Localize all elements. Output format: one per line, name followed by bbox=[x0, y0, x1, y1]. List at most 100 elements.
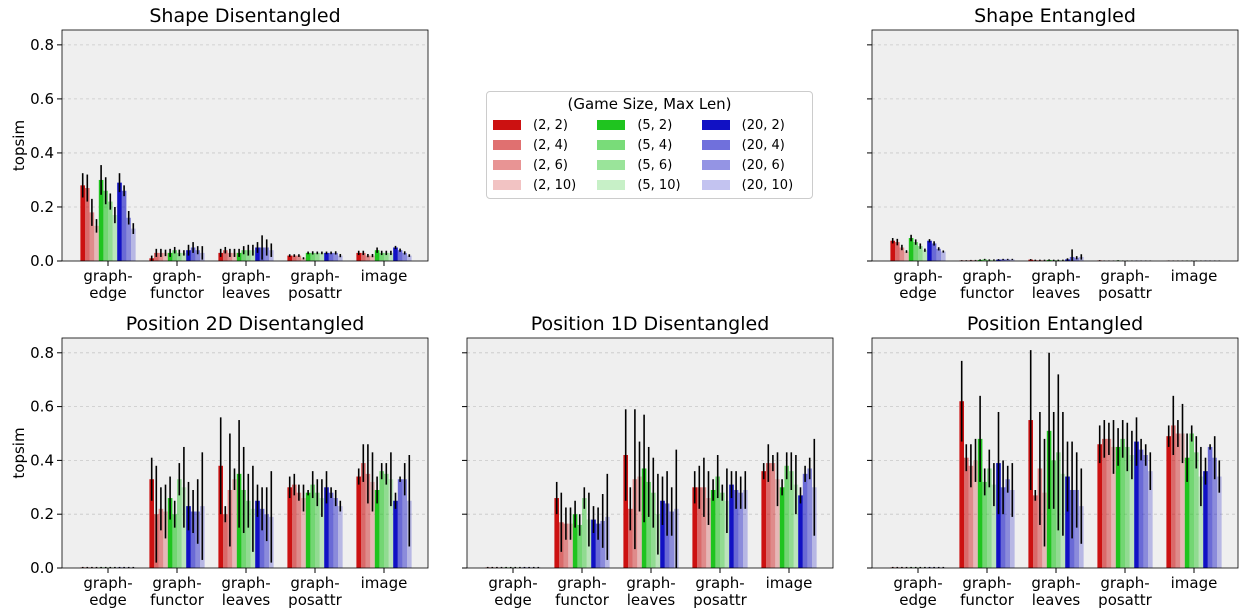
bar bbox=[1175, 433, 1181, 568]
bar bbox=[328, 492, 334, 568]
legend-swatch bbox=[493, 120, 521, 130]
bar bbox=[177, 479, 182, 568]
x-tick-label-line: leaves bbox=[222, 591, 271, 609]
bar bbox=[987, 468, 992, 568]
bar bbox=[172, 250, 177, 261]
subplot-1: graph-edgegraph-functorgraph-leavesgraph… bbox=[867, 5, 1239, 302]
bar bbox=[255, 247, 260, 261]
bar bbox=[190, 247, 196, 261]
bar bbox=[766, 463, 771, 568]
y-tick-label: 0.8 bbox=[30, 344, 54, 362]
x-tick-label-line: functor bbox=[150, 591, 205, 609]
x-tick-label: graph-functor bbox=[960, 267, 1015, 302]
bar bbox=[94, 225, 99, 261]
legend-label: (5, 6) bbox=[637, 157, 673, 173]
x-tick-label: graph-posattr bbox=[288, 267, 342, 302]
bar bbox=[899, 247, 905, 261]
legend-swatch bbox=[701, 160, 730, 170]
bar bbox=[324, 487, 329, 568]
x-tick-label-line: graph- bbox=[893, 574, 942, 592]
bar bbox=[729, 484, 734, 568]
bar bbox=[595, 523, 601, 568]
y-tick-label: 0.4 bbox=[30, 144, 54, 162]
legend-label: (2, 10) bbox=[533, 177, 577, 193]
bar bbox=[255, 500, 260, 568]
bar bbox=[591, 519, 596, 568]
legend-swatch bbox=[701, 180, 730, 190]
bar bbox=[407, 255, 412, 261]
x-tick-label-line: posattr bbox=[288, 284, 342, 302]
bar bbox=[1106, 438, 1112, 568]
bar bbox=[1005, 479, 1010, 568]
bar bbox=[328, 252, 334, 261]
legend-entries: (2, 2) (2, 4) (2, 6) (2, 10) (5, 2) (5, 4) (5,… bbox=[487, 113, 812, 195]
x-tick-label-line: graph- bbox=[626, 574, 675, 592]
bar bbox=[991, 484, 997, 568]
bar bbox=[223, 250, 228, 261]
bar bbox=[968, 260, 974, 261]
legend-swatch bbox=[493, 140, 521, 150]
x-tick-label-line: graph- bbox=[962, 267, 1011, 285]
bar bbox=[85, 188, 90, 261]
bar bbox=[572, 514, 578, 568]
legend-swatch bbox=[597, 120, 626, 130]
bar bbox=[1000, 259, 1006, 261]
x-tick-label-line: graph- bbox=[1031, 574, 1080, 592]
x-tick-label-line: edge bbox=[899, 591, 937, 609]
plot-frame bbox=[466, 337, 834, 569]
x-tick-label-line: graph- bbox=[1031, 267, 1080, 285]
bar bbox=[1028, 420, 1033, 568]
bar bbox=[397, 479, 403, 568]
bar bbox=[1203, 471, 1208, 568]
bar bbox=[669, 511, 674, 568]
x-tick-label-line: functor bbox=[960, 284, 1015, 302]
x-tick-label: graph-edge bbox=[893, 574, 942, 609]
bar bbox=[563, 523, 569, 568]
x-tick-label-line: posattr bbox=[1098, 591, 1152, 609]
bar bbox=[356, 476, 361, 568]
x-tick-label-line: graph- bbox=[152, 267, 201, 285]
legend-label: (20, 4) bbox=[741, 137, 785, 153]
bar bbox=[1111, 446, 1116, 568]
bar bbox=[370, 255, 375, 261]
subplot-2: 0.00.20.40.60.8graph-edgegraph-functorgr… bbox=[10, 313, 429, 609]
bar bbox=[246, 500, 251, 568]
bar bbox=[651, 492, 656, 568]
legend-item: (20, 2) bbox=[701, 115, 806, 135]
legend-item: (20, 10) bbox=[701, 175, 806, 195]
legend-swatch bbox=[597, 180, 626, 190]
bar bbox=[384, 473, 389, 568]
bar bbox=[1217, 476, 1222, 568]
bar bbox=[793, 484, 799, 568]
legend-swatch bbox=[701, 140, 730, 150]
bar bbox=[706, 498, 711, 568]
legend-label: (2, 6) bbox=[533, 157, 568, 173]
bar bbox=[922, 250, 928, 261]
bar bbox=[964, 457, 969, 568]
legend-swatch bbox=[493, 180, 521, 190]
bar bbox=[895, 242, 900, 261]
x-tick-label-line: graph- bbox=[1100, 574, 1149, 592]
bar bbox=[1051, 460, 1056, 568]
bar bbox=[232, 479, 237, 568]
bar bbox=[554, 498, 559, 568]
legend-item: (2, 6) bbox=[493, 155, 597, 175]
bar bbox=[1180, 433, 1185, 568]
bar bbox=[384, 252, 389, 261]
bar bbox=[582, 498, 587, 568]
y-tick-label: 0.0 bbox=[30, 559, 54, 577]
x-tick-label: graph-edge bbox=[83, 267, 132, 302]
bar bbox=[365, 473, 371, 568]
bar bbox=[802, 473, 808, 568]
bar bbox=[1000, 487, 1006, 568]
bar bbox=[770, 463, 776, 568]
bar bbox=[890, 240, 895, 261]
bar bbox=[784, 465, 789, 568]
bar bbox=[1010, 259, 1015, 261]
x-tick-label-line: graph- bbox=[221, 267, 270, 285]
y-tick-label: 0.8 bbox=[30, 36, 54, 54]
legend-label: (5, 4) bbox=[637, 137, 673, 153]
bar bbox=[388, 479, 394, 568]
bar bbox=[181, 252, 187, 261]
